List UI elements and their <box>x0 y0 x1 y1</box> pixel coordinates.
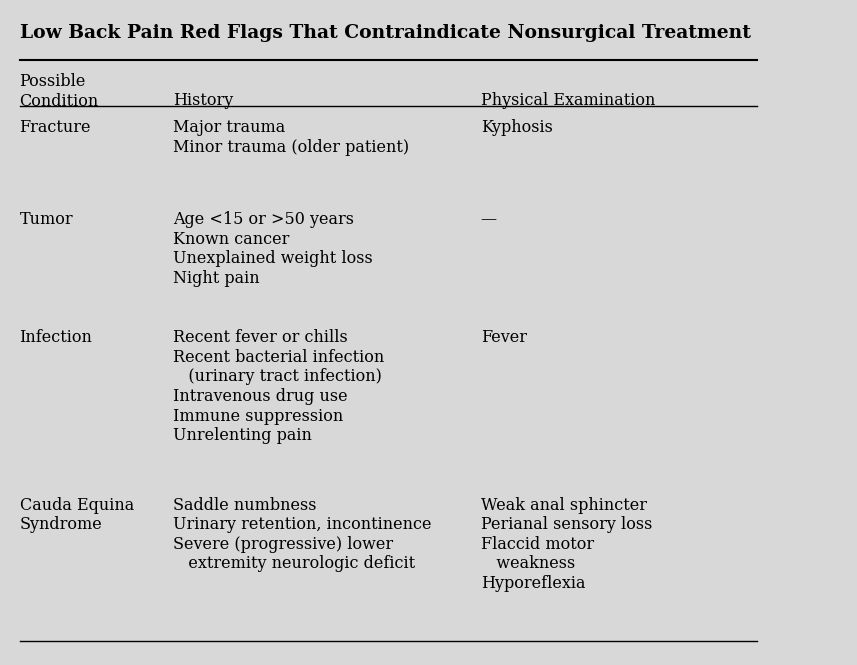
Text: Possible
Condition: Possible Condition <box>20 73 99 110</box>
Text: Age <15 or >50 years
Known cancer
Unexplained weight loss
Night pain: Age <15 or >50 years Known cancer Unexpl… <box>173 211 373 287</box>
Text: History: History <box>173 92 233 108</box>
Text: Tumor: Tumor <box>20 211 73 228</box>
Text: Saddle numbness
Urinary retention, incontinence
Severe (progressive) lower
   ex: Saddle numbness Urinary retention, incon… <box>173 497 432 573</box>
Text: Kyphosis: Kyphosis <box>481 119 553 136</box>
Text: Physical Examination: Physical Examination <box>481 92 655 108</box>
Text: Fever: Fever <box>481 329 527 346</box>
Text: Low Back Pain Red Flags That Contraindicate Nonsurgical Treatment: Low Back Pain Red Flags That Contraindic… <box>20 24 751 42</box>
Text: Fracture: Fracture <box>20 119 91 136</box>
Text: —: — <box>481 211 497 228</box>
Text: Infection: Infection <box>20 329 93 346</box>
Text: Cauda Equina
Syndrome: Cauda Equina Syndrome <box>20 497 134 533</box>
Text: Recent fever or chills
Recent bacterial infection
   (urinary tract infection)
I: Recent fever or chills Recent bacterial … <box>173 329 385 444</box>
Text: Major trauma
Minor trauma (older patient): Major trauma Minor trauma (older patient… <box>173 119 410 156</box>
Text: Weak anal sphincter
Perianal sensory loss
Flaccid motor
   weakness
Hyporeflexia: Weak anal sphincter Perianal sensory los… <box>481 497 652 592</box>
